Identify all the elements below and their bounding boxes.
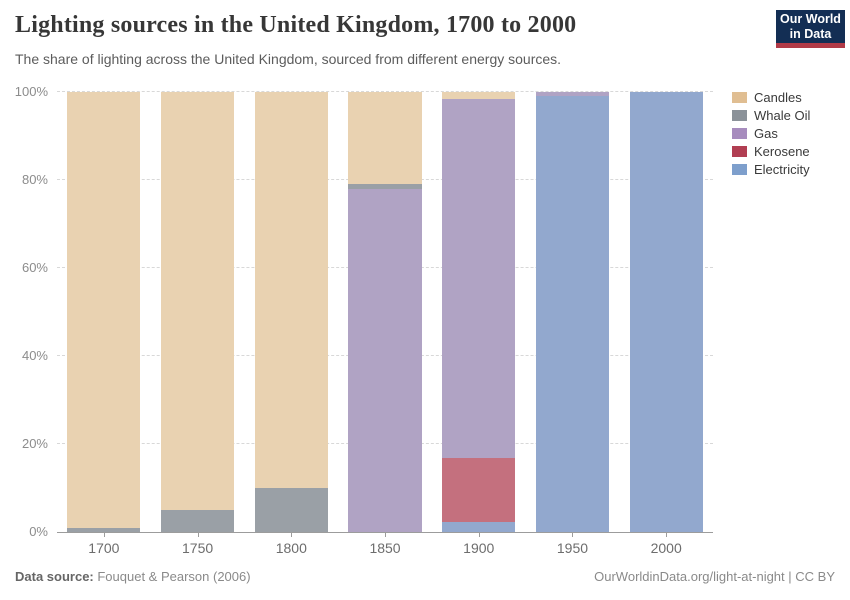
bar-1800 (254, 92, 328, 532)
x-axis-label-text: 1950 (556, 540, 589, 556)
legend-item-kerosene[interactable]: Kerosene (732, 142, 810, 160)
page-title: Lighting sources in the United Kingdom, … (15, 12, 577, 38)
bar-segment-1750-candles[interactable] (161, 92, 235, 510)
legend-label-whale-oil: Whale Oil (754, 107, 811, 123)
legend-label-electricity: Electricity (754, 161, 810, 177)
legend-swatch-candles (732, 91, 747, 103)
x-axis-label-2000: 2000 (619, 533, 713, 556)
credit-line: OurWorldinData.org/light-at-night | CC B… (594, 569, 835, 584)
gridline-100 (57, 91, 713, 92)
bar-segment-1700-whale-oil[interactable] (67, 527, 141, 532)
owid-logo-line2: in Data (789, 27, 832, 41)
bar-segment-1900-gas[interactable] (442, 99, 516, 459)
bar-segment-1900-candles[interactable] (442, 92, 516, 100)
bar-segment-2000-electricity[interactable] (629, 92, 703, 532)
bar-segment-1800-whale-oil[interactable] (254, 488, 328, 532)
x-axis-label-1950: 1950 (526, 533, 620, 556)
y-axis-label-0: 0% (29, 524, 48, 539)
x-axis-tick-1750 (197, 533, 199, 537)
legend-label-candles: Candles (754, 89, 802, 105)
legend-label-gas: Gas (754, 125, 778, 141)
x-axis-tick-1950 (572, 533, 574, 537)
bar-segment-1850-candles[interactable] (348, 92, 422, 185)
x-axis-label-1700: 1700 (57, 533, 151, 556)
y-axis-label-40: 40% (21, 348, 48, 363)
x-axis-label-text: 1700 (88, 540, 120, 556)
y-axis-label-100: 100% (14, 84, 48, 99)
chart-legend: Candles Whale Oil Gas Kerosene Electricity (732, 88, 810, 178)
legend-swatch-gas (732, 127, 747, 139)
data-source-label: Data source: (15, 569, 94, 584)
bar-1900 (442, 92, 516, 532)
bar-1750 (161, 92, 235, 532)
bar-segment-1750-whale-oil[interactable] (161, 510, 235, 532)
x-axis-tick-1850 (385, 533, 387, 537)
bar-segment-1900-kerosene[interactable] (442, 458, 516, 522)
bars-container (57, 92, 713, 532)
bar-slot-2000 (619, 92, 713, 532)
bar-segment-1850-gas[interactable] (348, 188, 422, 532)
x-axis: 1700 1750 1800 1850 1900 1950 2000 (57, 533, 713, 556)
bar-slot-1900 (432, 92, 526, 532)
x-axis-label-1750: 1750 (151, 533, 245, 556)
x-axis-label-text: 1800 (275, 540, 307, 556)
credit-separator: | (784, 569, 796, 584)
x-axis-tick-1800 (291, 533, 293, 537)
bar-segment-1950-gas[interactable] (535, 92, 609, 97)
page-subtitle: The share of lighting across the United … (15, 51, 562, 67)
bar-slot-1800 (244, 92, 338, 532)
bar-slot-1950 (526, 92, 620, 532)
owid-logo[interactable]: Our World in Data (776, 10, 845, 48)
legend-swatch-kerosene (732, 145, 747, 157)
bar-segment-1950-electricity[interactable] (535, 96, 609, 532)
bar-slot-1700 (57, 92, 151, 532)
plot-area: 0% 20% 40% 60% 80% 100% (15, 85, 713, 539)
bar-segment-1850-whale-oil[interactable] (348, 184, 422, 189)
bar-2000 (629, 92, 703, 532)
legend-item-candles[interactable]: Candles (732, 88, 810, 106)
x-axis-label-text: 1900 (463, 540, 495, 556)
bar-segment-1800-candles[interactable] (254, 92, 328, 488)
legend-item-electricity[interactable]: Electricity (732, 160, 810, 178)
legend-item-whale-oil[interactable]: Whale Oil (732, 106, 810, 124)
x-axis-label-1800: 1800 (244, 533, 338, 556)
owid-link[interactable]: OurWorldinData.org/light-at-night (594, 569, 785, 584)
data-source: Data source: Fouquet & Pearson (2006) (15, 569, 251, 584)
bar-1700 (67, 92, 141, 532)
y-axis-label-80: 80% (21, 172, 48, 187)
bar-segment-1900-electricity[interactable] (442, 521, 516, 532)
owid-logo-line1: Our World (780, 12, 841, 26)
x-axis-label-text: 1750 (182, 540, 214, 556)
legend-swatch-electricity (732, 163, 747, 175)
bar-1950 (535, 92, 609, 532)
license-label: CC BY (795, 569, 835, 584)
x-axis-tick-1900 (478, 533, 480, 537)
bar-slot-1750 (151, 92, 245, 532)
legend-swatch-whale-oil (732, 109, 747, 121)
y-axis-label-20: 20% (21, 436, 48, 451)
bar-slot-1850 (338, 92, 432, 532)
bar-segment-1700-candles[interactable] (67, 92, 141, 528)
x-axis-tick-2000 (666, 533, 668, 537)
bar-1850 (348, 92, 422, 532)
y-axis-label-60: 60% (21, 260, 48, 275)
x-axis-tick-1700 (103, 533, 105, 537)
data-source-value: Fouquet & Pearson (2006) (93, 569, 251, 584)
x-axis-label-1850: 1850 (338, 533, 432, 556)
x-axis-label-1900: 1900 (432, 533, 526, 556)
x-axis-label-text: 2000 (650, 540, 682, 556)
x-axis-label-text: 1850 (369, 540, 401, 556)
legend-label-kerosene: Kerosene (754, 143, 810, 159)
legend-item-gas[interactable]: Gas (732, 124, 810, 142)
